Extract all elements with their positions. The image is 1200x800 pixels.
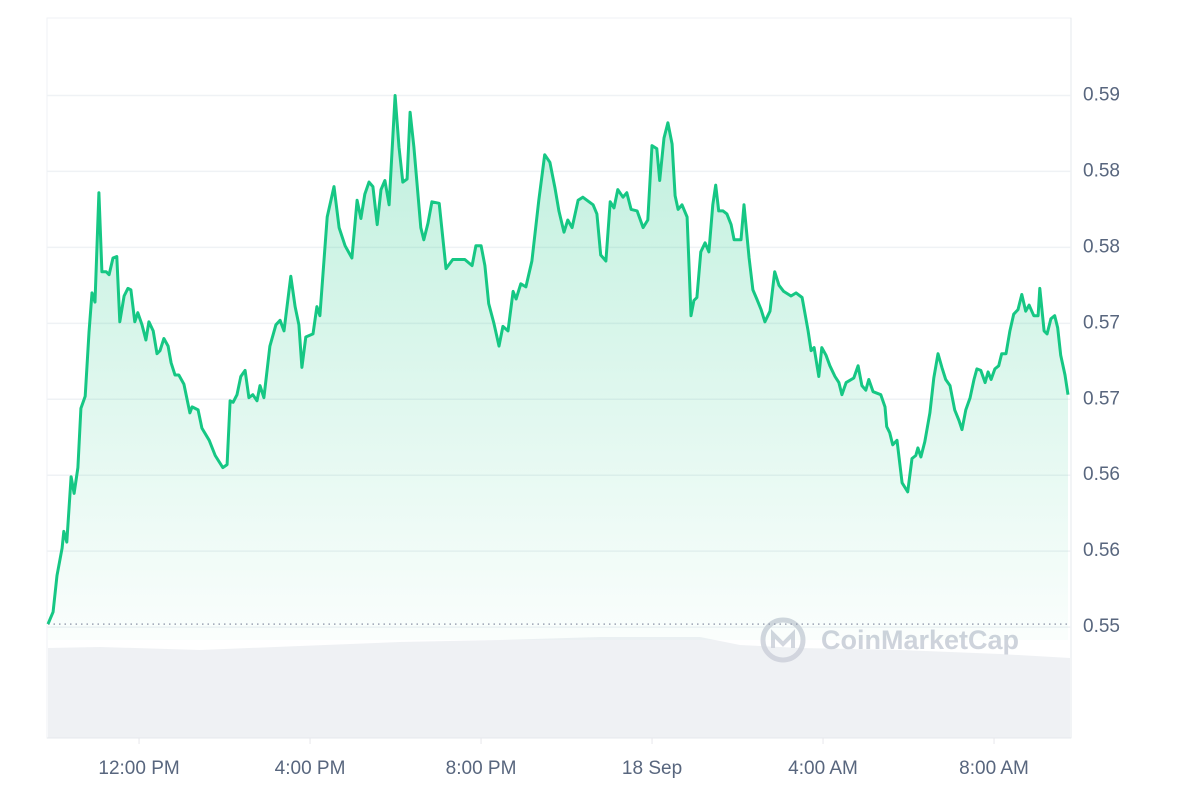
y-tick-label: 0.58	[1083, 236, 1120, 257]
y-tick-label: 0.58	[1083, 160, 1120, 181]
plot	[46, 94, 1071, 640]
x-tick-label: 4:00 PM	[275, 758, 346, 779]
y-tick-label: 0.56	[1083, 540, 1120, 561]
x-tick-label: 12:00 PM	[98, 758, 179, 779]
y-tick-label: 0.57	[1083, 312, 1120, 333]
x-tick-label: 8:00 AM	[959, 758, 1029, 779]
x-tick-label: 4:00 AM	[788, 758, 858, 779]
y-tick-label: 0.57	[1083, 388, 1120, 409]
area-fill	[48, 95, 1068, 640]
volume-area	[48, 637, 1070, 738]
x-tick-label: 18 Sep	[622, 758, 682, 779]
x-tick-label: 8:00 PM	[446, 758, 517, 779]
y-tick-label: 0.56	[1083, 464, 1120, 485]
y-tick-label: 0.59	[1083, 84, 1120, 105]
price-line	[46, 94, 1070, 625]
y-tick-label: 0.55	[1083, 616, 1120, 637]
